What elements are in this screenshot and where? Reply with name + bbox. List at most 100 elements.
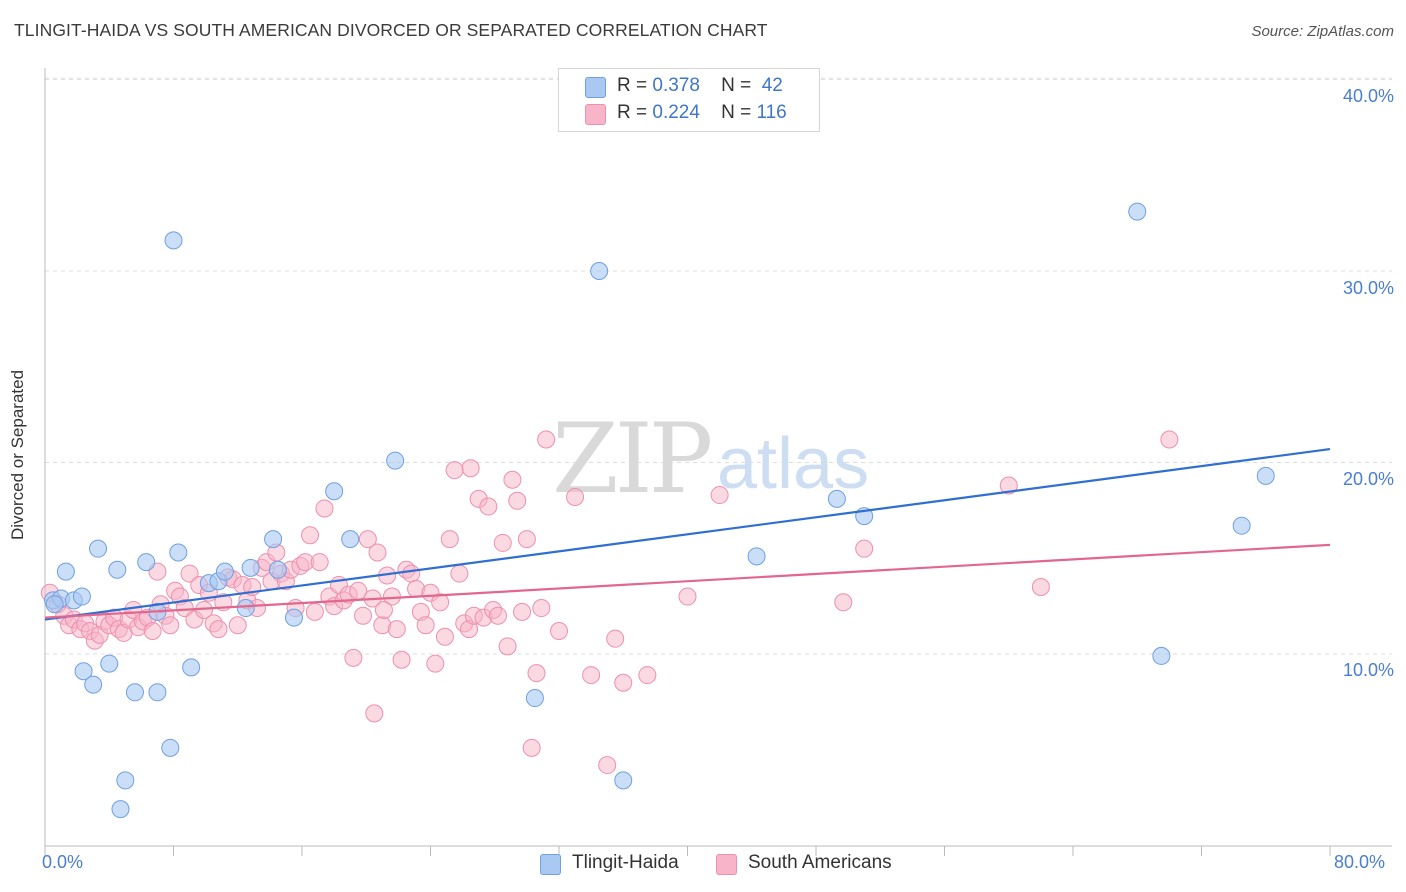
south-americans-trend-line [44,543,1331,619]
tlingit-haida-point [164,231,183,250]
south-americans-point [508,491,527,510]
series-legend: Tlingit-Haida South Americans [0,852,1406,878]
tlingit-haida-point [264,530,283,549]
south-americans-point [354,606,373,625]
y-tick-label-10: 10.0% [1342,660,1394,680]
south-americans-point [532,599,551,618]
south-americans-point [228,616,247,635]
south-americans-point [392,650,411,669]
south-americans-point [358,530,377,549]
south-americans-point [143,622,162,641]
south-americans-point [522,738,541,757]
south-americans-point [498,637,517,656]
tlingit-haida-point [72,587,91,606]
south-americans-point [638,666,657,685]
legend-swatch-blue [585,77,606,98]
legend-swatch-pink [585,104,606,125]
south-americans-point [488,606,507,625]
tlingit-haida-point [236,599,255,618]
watermark-atlas: atlas [717,424,869,504]
n-value: 116 [756,102,787,123]
south-americans-point [537,430,556,449]
tlingit-haida-point [747,547,766,566]
tlingit-haida-point [325,482,344,501]
y-tick-label-20: 20.0% [1342,469,1394,489]
x-tick-label-min: 0.0% [42,852,84,872]
south-americans-point [855,539,874,558]
south-americans-point [582,666,601,685]
south-americans-point [1031,577,1050,596]
south-americans-point [301,526,320,545]
tlingit-haida-point [827,489,846,508]
n-label: N = [721,102,752,123]
axes [44,68,1392,856]
y-axis-label: Divorced or Separated [8,369,27,541]
tlingit-haida-point [161,738,180,757]
south-americans-point [426,654,445,673]
tlingit-haida-point [108,560,127,579]
south-americans-point [315,499,334,518]
south-americans-point [598,756,617,775]
stats-legend: R = 0.378 N = 42 R = 0.224 N = 116 [558,68,820,132]
r-value: 0.378 [652,75,700,96]
legend-swatch-blue [540,854,561,875]
tlingit-haida-point [116,771,135,790]
south-americans-point [387,620,406,639]
south-americans-point [435,627,454,646]
south-americans-point [479,497,498,516]
south-americans-point [161,616,180,635]
south-americans-point [209,620,228,639]
tlingit-haida-point [590,262,609,280]
n-label: N = [721,75,752,96]
south-americans-point [368,543,387,562]
south-americans-point [175,599,194,618]
south-americans-point [1160,430,1179,449]
south-americans-point [517,530,536,549]
south-americans-point [550,622,568,641]
south-americans-point [416,616,435,635]
south-americans-point [461,459,480,478]
south-americans-point [999,476,1018,495]
legend-swatch-pink [716,854,737,875]
south-americans-point [678,587,697,606]
r-label: R = [617,75,648,96]
south-americans-point [374,600,393,619]
tlingit-haida-point [341,530,360,549]
tlingit-haida-point [525,689,544,708]
source-label: Source: ZipAtlas.com [1251,23,1394,40]
tlingit-haida-point [268,560,287,579]
tlingit-haida-point [125,683,144,702]
y-tick-label-30: 30.0% [1342,278,1394,298]
tlingit-haida-point [74,662,93,681]
tlingit-haida-point [1232,516,1251,535]
watermark: ZIP atlas [552,403,869,515]
tlingit-haida-point [386,451,405,470]
tlingit-haida-point [1256,466,1275,485]
tlingit-haida-point [89,539,108,558]
tlingit-haida-point [241,558,260,577]
tlingit-haida-point [284,608,303,627]
south-americans-point [450,564,469,583]
tlingit-haida-point [111,800,130,819]
south-americans-point [513,602,532,621]
chart-title: TLINGIT-HAIDA VS SOUTH AMERICAN DIVORCED… [14,20,768,40]
tlingit-haida-point [45,595,64,614]
tlingit-haida-point [614,771,633,790]
south-americans-point [440,530,459,549]
r-label: R = [617,102,648,123]
tlingit-haida-point [1152,646,1171,665]
south-americans-point [344,648,363,667]
south-americans-point [310,553,329,572]
n-value: 42 [761,75,783,96]
legend-label: South Americans [748,852,892,873]
south-americans-point [527,664,546,683]
tlingit-haida-point [1128,202,1147,221]
tlingit-haida-point [56,562,75,581]
south-americans-point [180,564,199,583]
south-americans-point [606,629,625,648]
trend-lines [44,448,1331,621]
south-americans-point [445,461,464,480]
tlingit-haida-point [148,683,167,702]
legend-label: Tlingit-Haida [572,852,679,873]
